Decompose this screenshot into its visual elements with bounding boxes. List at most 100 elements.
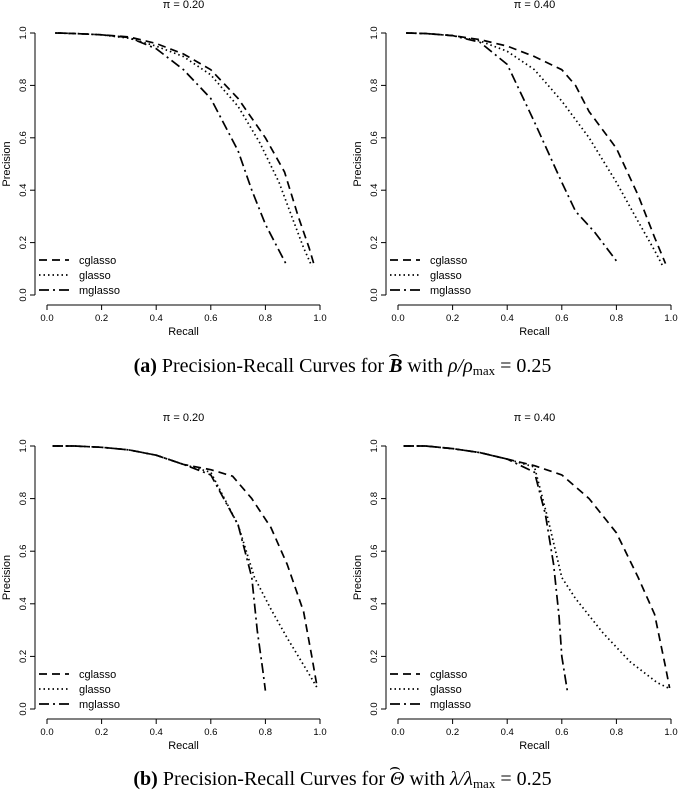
caption-b-equals: = 0.25 (500, 768, 552, 790)
legend-label-cglasso: cglasso (79, 255, 116, 267)
x-tick-label: 0.6 (204, 313, 217, 324)
x-axis-label: Recall (519, 326, 550, 338)
series-line-mglasso (52, 445, 267, 691)
series-line-cglasso (52, 445, 319, 689)
series-line-mglasso (57, 32, 288, 267)
legend-label-mglasso: mglasso (79, 285, 120, 297)
caption-b: (b) Precision-Recall Curves for ⌢ Θ with … (0, 757, 685, 792)
y-tick-label: 0.4 (18, 597, 29, 610)
legend-label-glasso: glasso (79, 270, 111, 282)
caption-a-with: with (407, 355, 443, 377)
series-line-cglasso (406, 32, 667, 264)
y-tick-label: 0.0 (18, 288, 29, 301)
series-line-cglasso (55, 32, 316, 267)
y-tick-label: 0.2 (18, 236, 29, 249)
caption-b-letter: (b) (133, 768, 158, 790)
series-line-glasso (55, 32, 313, 267)
y-tick-label: 0.4 (369, 597, 380, 610)
caption-b-text: Precision-Recall Curves for (162, 768, 386, 790)
chart-panel-4: π = 0.40 0.0 0.2 0.4 0.6 0.8 1.0 0.0 0.2 0.4 0.6 0.… (352, 412, 678, 752)
y-tick-label: 0.6 (18, 545, 29, 558)
y-tick-label: 0.8 (18, 492, 29, 505)
panel-title: π = 0.20 (163, 412, 205, 424)
y-tick-label: 0.8 (18, 79, 29, 92)
panel-title: π = 0.20 (163, 0, 205, 11)
legend-label-mglasso: mglasso (79, 699, 120, 711)
x-tick-label: 0.0 (391, 313, 404, 324)
x-tick-label: 0.0 (391, 727, 404, 738)
x-tick-label: 0.8 (259, 727, 272, 738)
x-tick-label: 1.0 (313, 727, 326, 738)
x-axis-label: Recall (519, 740, 550, 752)
caption-a: (a) Precision-Recall Curves for ⌢ B with … (0, 344, 685, 379)
legend-label-mglasso: mglasso (430, 285, 471, 297)
x-tick-label: 0.4 (150, 313, 163, 324)
caption-b-symbol: ⌢ Θ (389, 757, 405, 790)
x-tick-label: 0.6 (555, 313, 568, 324)
legend-label-cglasso: cglasso (430, 669, 467, 681)
caption-a-equals: = 0.25 (500, 355, 552, 377)
series-line-mglasso (406, 32, 618, 262)
x-tick-label: 0.6 (555, 727, 568, 738)
y-tick-label: 0.6 (369, 131, 380, 144)
x-tick-label: 0.2 (95, 313, 108, 324)
x-tick-label: 0.4 (150, 727, 163, 738)
y-axis-label: Precision (1, 141, 13, 186)
panel-title: π = 0.40 (514, 412, 556, 424)
legend-label-glasso: glasso (430, 270, 462, 282)
x-tick-label: 0.8 (259, 313, 272, 324)
caption-b-with: with (409, 768, 446, 790)
y-tick-label: 1.0 (18, 26, 29, 39)
x-tick-label: 0.0 (40, 727, 53, 738)
y-tick-label: 1.0 (18, 439, 29, 452)
y-tick-label: 0.0 (18, 702, 29, 715)
x-tick-label: 1.0 (664, 313, 677, 324)
y-tick-label: 0.4 (18, 184, 29, 197)
caption-a-text: Precision-Recall Curves for (161, 355, 385, 377)
series-line-glasso (52, 445, 319, 689)
y-tick-label: 0.6 (18, 131, 29, 144)
x-tick-label: 0.8 (610, 727, 623, 738)
legend-label-mglasso: mglasso (430, 699, 471, 711)
series-line-glasso (403, 445, 669, 689)
y-tick-label: 0.0 (369, 288, 380, 301)
x-tick-label: 0.8 (610, 313, 623, 324)
x-tick-label: 0.2 (95, 727, 108, 738)
y-tick-label: 0.8 (369, 492, 380, 505)
x-tick-label: 1.0 (664, 727, 677, 738)
caption-a-ratio: ρ/ρmax (447, 355, 496, 378)
legend-label-glasso: glasso (430, 684, 462, 696)
x-tick-label: 0.4 (501, 313, 514, 324)
series-line-mglasso (403, 445, 569, 691)
x-tick-label: 0.0 (40, 313, 53, 324)
y-axis-label: Precision (352, 555, 364, 600)
y-tick-label: 0.2 (18, 650, 29, 663)
x-tick-label: 0.4 (501, 727, 514, 738)
chart-panel-3: π = 0.20 0.0 0.2 0.4 0.6 0.8 1.0 0.0 0.2 0.4 0.6 0.… (1, 412, 327, 752)
y-tick-label: 0.2 (369, 650, 380, 663)
series-line-glasso (406, 32, 664, 267)
legend-label-cglasso: cglasso (430, 255, 467, 267)
caption-b-ratio: λ/λmax (450, 768, 496, 791)
y-tick-label: 0.6 (369, 545, 380, 558)
y-tick-label: 0.0 (369, 702, 380, 715)
y-axis-label: Precision (1, 555, 13, 600)
series-line-cglasso (403, 445, 671, 689)
caption-a-letter: (a) (133, 355, 157, 377)
legend-label-glasso: glasso (79, 684, 111, 696)
x-axis-label: Recall (168, 326, 199, 338)
chart-panel-1: π = 0.20 0.0 0.2 0.4 0.6 0.8 1.0 0.0 0.2 0.4 0.6 0.… (1, 0, 327, 338)
x-tick-label: 1.0 (313, 313, 326, 324)
y-axis-label: Precision (352, 141, 364, 186)
x-axis-label: Recall (168, 740, 199, 752)
y-tick-label: 1.0 (369, 26, 380, 39)
chart-panel-2: π = 0.40 0.0 0.2 0.4 0.6 0.8 1.0 0.0 0.2 0.4 0.6 0.… (352, 0, 678, 338)
y-tick-label: 0.8 (369, 79, 380, 92)
x-tick-label: 0.2 (446, 727, 459, 738)
y-tick-label: 0.4 (369, 184, 380, 197)
legend-label-cglasso: cglasso (79, 669, 116, 681)
x-tick-label: 0.6 (204, 727, 217, 738)
panel-title: π = 0.40 (514, 0, 556, 11)
y-tick-label: 1.0 (369, 439, 380, 452)
